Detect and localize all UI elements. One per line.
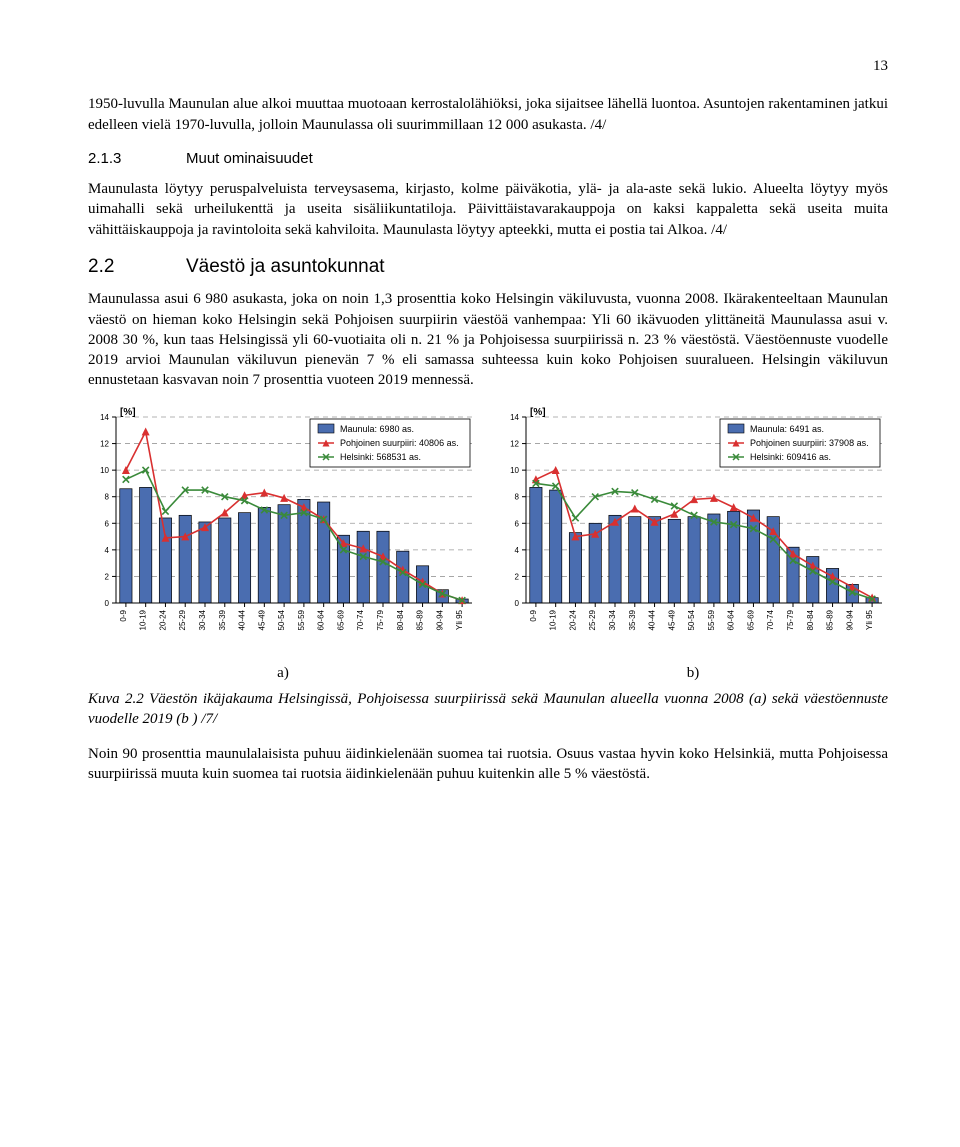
svg-text:2: 2 bbox=[105, 572, 110, 581]
svg-text:75-79: 75-79 bbox=[786, 609, 795, 630]
svg-text:0: 0 bbox=[515, 599, 520, 608]
svg-text:30-34: 30-34 bbox=[608, 609, 617, 630]
heading-213: 2.1.3 Muut ominaisuudet bbox=[88, 149, 888, 169]
caption-lead: Kuva 2.2 bbox=[88, 691, 144, 707]
svg-text:Yli 95: Yli 95 bbox=[865, 609, 874, 630]
paragraph-services: Maunulasta löytyy peruspalveluista terve… bbox=[88, 179, 888, 240]
svg-text:Pohjoinen suurpiiri: 37908 as.: Pohjoinen suurpiiri: 37908 as. bbox=[750, 438, 869, 448]
svg-text:14: 14 bbox=[510, 413, 519, 422]
svg-text:10: 10 bbox=[100, 466, 109, 475]
svg-text:65-69: 65-69 bbox=[746, 609, 755, 630]
svg-text:0: 0 bbox=[105, 599, 110, 608]
caption-rest: Väestön ikäjakauma Helsingissä, Pohjoise… bbox=[88, 691, 888, 727]
svg-text:Maunula: 6980 as.: Maunula: 6980 as. bbox=[340, 424, 414, 434]
paragraph-language: Noin 90 prosenttia maunulalaisista puhuu… bbox=[88, 744, 888, 785]
svg-text:90-94: 90-94 bbox=[845, 609, 854, 630]
paragraph-population: Maunulassa asui 6 980 asukasta, joka on … bbox=[88, 289, 888, 390]
chart-a: 0 2 4 6 8 10 12 14 [%] 0-9 10-19 20-24 25-29 30-34 35-… bbox=[88, 405, 478, 655]
svg-text:60-64: 60-64 bbox=[727, 609, 736, 630]
svg-text:8: 8 bbox=[515, 492, 520, 501]
svg-text:70-74: 70-74 bbox=[356, 609, 365, 630]
svg-text:45-49: 45-49 bbox=[667, 609, 676, 630]
svg-text:90-94: 90-94 bbox=[435, 609, 444, 630]
svg-text:12: 12 bbox=[100, 439, 109, 448]
chart-a-sublabel: a) bbox=[88, 663, 478, 683]
svg-text:25-29: 25-29 bbox=[178, 609, 187, 630]
svg-text:55-59: 55-59 bbox=[297, 609, 306, 630]
svg-text:Maunula: 6491 as.: Maunula: 6491 as. bbox=[750, 424, 824, 434]
svg-text:[%]: [%] bbox=[120, 407, 136, 418]
svg-text:Pohjoinen suurpiiri: 40806 as.: Pohjoinen suurpiiri: 40806 as. bbox=[340, 438, 459, 448]
svg-text:6: 6 bbox=[105, 519, 110, 528]
chart-b-wrap: 0 2 4 6 8 10 12 14 [%] 0-9 10-19 20-24 25-29 30-34 35-… bbox=[498, 405, 888, 684]
chart-b: 0 2 4 6 8 10 12 14 [%] 0-9 10-19 20-24 25-29 30-34 35-… bbox=[498, 405, 888, 655]
svg-text:70-74: 70-74 bbox=[766, 609, 775, 630]
svg-text:4: 4 bbox=[515, 545, 520, 554]
paragraph-intro: 1950-luvulla Maunulan alue alkoi muuttaa… bbox=[88, 94, 888, 135]
svg-text:60-64: 60-64 bbox=[317, 609, 326, 630]
svg-text:40-44: 40-44 bbox=[648, 609, 657, 630]
svg-text:85-89: 85-89 bbox=[416, 609, 425, 630]
heading-number: 2.1.3 bbox=[88, 149, 186, 169]
svg-text:Helsinki: 568531 as.: Helsinki: 568531 as. bbox=[340, 452, 421, 462]
page-number: 13 bbox=[88, 56, 888, 76]
svg-text:2: 2 bbox=[515, 572, 520, 581]
heading-22: 2.2 Väestö ja asuntokunnat bbox=[88, 254, 888, 280]
svg-text:45-49: 45-49 bbox=[257, 609, 266, 630]
svg-text:Yli 95: Yli 95 bbox=[455, 609, 464, 630]
svg-text:65-69: 65-69 bbox=[336, 609, 345, 630]
svg-text:80-84: 80-84 bbox=[806, 609, 815, 630]
svg-text:85-89: 85-89 bbox=[826, 609, 835, 630]
svg-text:8: 8 bbox=[105, 492, 110, 501]
svg-text:50-54: 50-54 bbox=[277, 609, 286, 630]
svg-text:10-19: 10-19 bbox=[549, 609, 558, 630]
chart-a-wrap: 0 2 4 6 8 10 12 14 [%] 0-9 10-19 20-24 25-29 30-34 35-… bbox=[88, 405, 478, 684]
svg-text:75-79: 75-79 bbox=[376, 609, 385, 630]
svg-text:10-19: 10-19 bbox=[139, 609, 148, 630]
svg-text:25-29: 25-29 bbox=[588, 609, 597, 630]
svg-text:80-84: 80-84 bbox=[396, 609, 405, 630]
figure-caption: Kuva 2.2 Väestön ikäjakauma Helsingissä,… bbox=[88, 689, 888, 730]
charts-row: 0 2 4 6 8 10 12 14 [%] 0-9 10-19 20-24 25-29 30-34 35-… bbox=[88, 405, 888, 684]
heading-number: 2.2 bbox=[88, 254, 186, 280]
heading-text: Väestö ja asuntokunnat bbox=[186, 254, 385, 280]
svg-text:20-24: 20-24 bbox=[158, 609, 167, 630]
svg-text:30-34: 30-34 bbox=[198, 609, 207, 630]
svg-text:12: 12 bbox=[510, 439, 519, 448]
svg-text:55-59: 55-59 bbox=[707, 609, 716, 630]
svg-text:6: 6 bbox=[515, 519, 520, 528]
chart-b-sublabel: b) bbox=[498, 663, 888, 683]
svg-text:0-9: 0-9 bbox=[119, 609, 128, 621]
svg-text:35-39: 35-39 bbox=[218, 609, 227, 630]
svg-text:14: 14 bbox=[100, 413, 109, 422]
svg-text:[%]: [%] bbox=[530, 407, 546, 418]
svg-text:4: 4 bbox=[105, 545, 110, 554]
svg-text:10: 10 bbox=[510, 466, 519, 475]
heading-text: Muut ominaisuudet bbox=[186, 149, 313, 169]
svg-text:50-54: 50-54 bbox=[687, 609, 696, 630]
svg-text:20-24: 20-24 bbox=[568, 609, 577, 630]
svg-text:35-39: 35-39 bbox=[628, 609, 637, 630]
svg-text:0-9: 0-9 bbox=[529, 609, 538, 621]
svg-text:Helsinki: 609416 as.: Helsinki: 609416 as. bbox=[750, 452, 831, 462]
svg-text:40-44: 40-44 bbox=[238, 609, 247, 630]
